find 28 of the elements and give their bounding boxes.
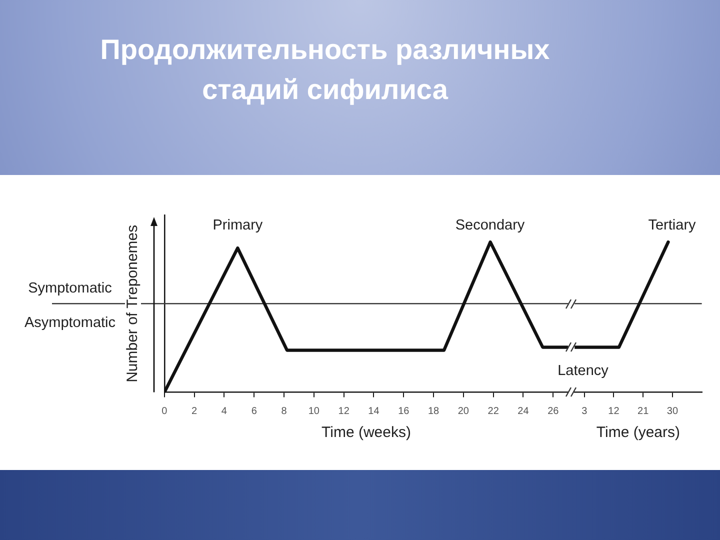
x-axis-title: Time (years) bbox=[596, 424, 680, 442]
text: Secondary bbox=[455, 218, 526, 234]
text: Tertiary bbox=[648, 218, 697, 234]
x-tick-label: 22 bbox=[488, 406, 500, 418]
text: Asymptomatic bbox=[24, 315, 116, 332]
x-tick-label: 18 bbox=[428, 406, 440, 418]
x-tick-label: 4 bbox=[221, 406, 228, 418]
x-tick-label: 2 bbox=[192, 406, 198, 418]
x-tick-label: 8 bbox=[281, 406, 288, 418]
chart-title: Продолжительность различных стадий сифилиса bbox=[99, 33, 551, 107]
x-tick-label: 0 bbox=[162, 406, 168, 418]
y-axis-title: Number of Treponemes bbox=[124, 224, 142, 382]
x-tick-label: 16 bbox=[398, 406, 410, 418]
x-tick-label: 26 bbox=[548, 406, 560, 418]
x-tick-label: 30 bbox=[666, 406, 678, 418]
x-tick-label: 12 bbox=[338, 406, 350, 418]
x-tick-label: 12 bbox=[608, 406, 620, 418]
x-tick-label: 21 bbox=[638, 406, 650, 418]
text: Symptomatic bbox=[28, 280, 112, 297]
annotation: Latency bbox=[558, 363, 610, 379]
x-tick-label: 3 bbox=[582, 406, 588, 418]
x-tick-label: 24 bbox=[518, 406, 530, 418]
x-tick-label: 10 bbox=[308, 406, 320, 418]
text: Primary bbox=[212, 218, 264, 234]
x-tick-label: 20 bbox=[458, 406, 470, 418]
x-tick-label: 6 bbox=[251, 406, 258, 418]
x-axis-title: Time (weeks) bbox=[322, 424, 411, 442]
x-tick-label: 14 bbox=[368, 406, 380, 418]
